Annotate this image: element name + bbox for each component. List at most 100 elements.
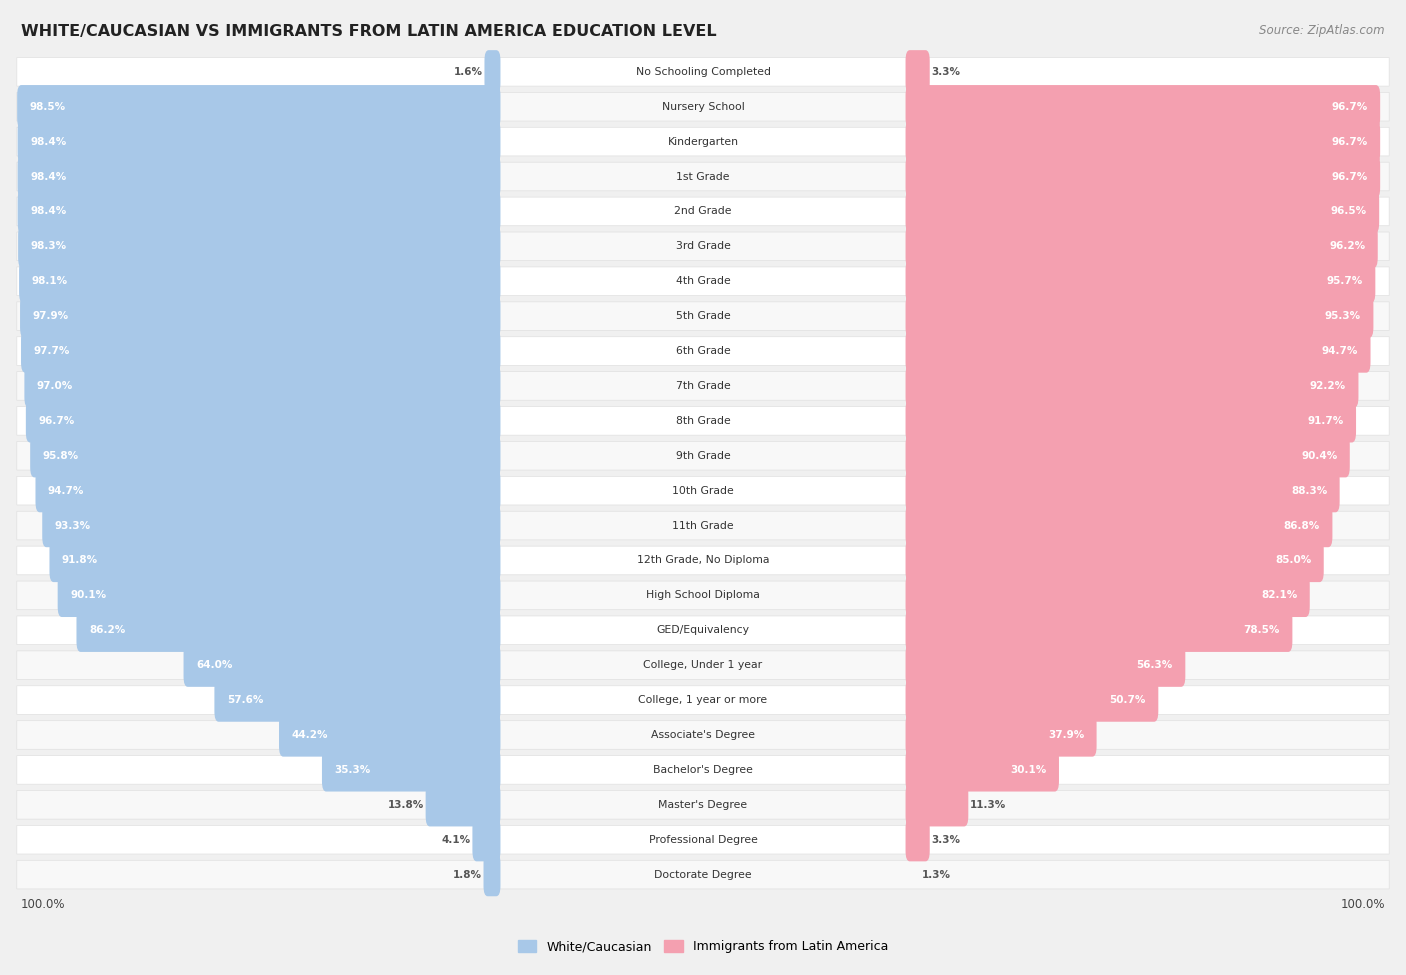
Text: 7th Grade: 7th Grade <box>676 381 730 391</box>
FancyBboxPatch shape <box>21 330 501 372</box>
FancyBboxPatch shape <box>17 58 1389 86</box>
FancyBboxPatch shape <box>58 573 501 617</box>
Text: 95.3%: 95.3% <box>1324 311 1361 321</box>
FancyBboxPatch shape <box>905 155 1381 198</box>
Text: 96.7%: 96.7% <box>1331 101 1368 112</box>
Text: 1.8%: 1.8% <box>453 870 482 879</box>
Text: 50.7%: 50.7% <box>1109 695 1146 705</box>
Text: 11.3%: 11.3% <box>970 800 1005 810</box>
FancyBboxPatch shape <box>17 302 1389 331</box>
FancyBboxPatch shape <box>905 608 1292 652</box>
Text: 98.4%: 98.4% <box>30 136 66 146</box>
Text: 85.0%: 85.0% <box>1275 556 1312 566</box>
FancyBboxPatch shape <box>18 120 501 163</box>
FancyBboxPatch shape <box>905 644 1185 686</box>
Text: 86.8%: 86.8% <box>1284 521 1320 530</box>
FancyBboxPatch shape <box>25 399 501 443</box>
Text: 56.3%: 56.3% <box>1136 660 1173 670</box>
FancyBboxPatch shape <box>17 477 1389 505</box>
Text: 95.7%: 95.7% <box>1327 276 1362 287</box>
FancyBboxPatch shape <box>17 162 1389 191</box>
Text: 96.7%: 96.7% <box>1331 136 1368 146</box>
Text: 96.7%: 96.7% <box>1331 172 1368 181</box>
FancyBboxPatch shape <box>17 721 1389 750</box>
Text: 11th Grade: 11th Grade <box>672 521 734 530</box>
Text: 1.3%: 1.3% <box>921 870 950 879</box>
FancyBboxPatch shape <box>49 539 501 582</box>
Text: 64.0%: 64.0% <box>195 660 232 670</box>
Text: 92.2%: 92.2% <box>1310 381 1346 391</box>
FancyBboxPatch shape <box>17 336 1389 366</box>
Text: 97.0%: 97.0% <box>37 381 73 391</box>
Legend: White/Caucasian, Immigrants from Latin America: White/Caucasian, Immigrants from Latin A… <box>513 935 893 958</box>
FancyBboxPatch shape <box>905 539 1323 582</box>
FancyBboxPatch shape <box>17 442 1389 470</box>
FancyBboxPatch shape <box>905 224 1378 268</box>
FancyBboxPatch shape <box>905 399 1355 443</box>
FancyBboxPatch shape <box>17 232 1389 260</box>
FancyBboxPatch shape <box>472 818 501 861</box>
Text: 37.9%: 37.9% <box>1047 730 1084 740</box>
Text: 98.1%: 98.1% <box>31 276 67 287</box>
FancyBboxPatch shape <box>905 294 1374 337</box>
Text: 94.7%: 94.7% <box>48 486 84 495</box>
FancyBboxPatch shape <box>484 853 501 896</box>
Text: 95.8%: 95.8% <box>42 450 79 461</box>
Text: Nursery School: Nursery School <box>662 101 744 112</box>
FancyBboxPatch shape <box>17 371 1389 401</box>
FancyBboxPatch shape <box>905 50 929 94</box>
Text: 8th Grade: 8th Grade <box>676 416 730 426</box>
Text: Bachelor's Degree: Bachelor's Degree <box>652 765 754 775</box>
FancyBboxPatch shape <box>76 608 501 652</box>
FancyBboxPatch shape <box>17 756 1389 784</box>
Text: Kindergarten: Kindergarten <box>668 136 738 146</box>
Text: GED/Equivalency: GED/Equivalency <box>657 625 749 636</box>
FancyBboxPatch shape <box>20 294 501 337</box>
Text: 91.7%: 91.7% <box>1308 416 1344 426</box>
Text: 86.2%: 86.2% <box>89 625 125 636</box>
FancyBboxPatch shape <box>214 679 501 722</box>
Text: 4th Grade: 4th Grade <box>676 276 730 287</box>
Text: 90.1%: 90.1% <box>70 591 107 601</box>
FancyBboxPatch shape <box>18 224 501 268</box>
FancyBboxPatch shape <box>20 259 501 303</box>
Text: 96.7%: 96.7% <box>38 416 75 426</box>
FancyBboxPatch shape <box>17 685 1389 715</box>
Text: Professional Degree: Professional Degree <box>648 835 758 844</box>
Text: High School Diploma: High School Diploma <box>647 591 759 601</box>
FancyBboxPatch shape <box>17 407 1389 435</box>
Text: 9th Grade: 9th Grade <box>676 450 730 461</box>
FancyBboxPatch shape <box>17 826 1389 854</box>
FancyBboxPatch shape <box>17 546 1389 575</box>
Text: 1.6%: 1.6% <box>454 67 484 77</box>
Text: 98.4%: 98.4% <box>30 207 66 216</box>
Text: 97.9%: 97.9% <box>32 311 69 321</box>
Text: 96.2%: 96.2% <box>1329 242 1365 252</box>
Text: 44.2%: 44.2% <box>291 730 328 740</box>
FancyBboxPatch shape <box>17 267 1389 295</box>
FancyBboxPatch shape <box>905 330 1371 372</box>
FancyBboxPatch shape <box>30 434 501 478</box>
Text: 96.5%: 96.5% <box>1330 207 1367 216</box>
Text: 57.6%: 57.6% <box>226 695 263 705</box>
Text: Source: ZipAtlas.com: Source: ZipAtlas.com <box>1260 24 1385 37</box>
FancyBboxPatch shape <box>18 190 501 233</box>
FancyBboxPatch shape <box>905 85 1381 129</box>
FancyBboxPatch shape <box>905 120 1381 163</box>
Text: 6th Grade: 6th Grade <box>676 346 730 356</box>
Text: College, Under 1 year: College, Under 1 year <box>644 660 762 670</box>
Text: 91.8%: 91.8% <box>62 556 98 566</box>
FancyBboxPatch shape <box>17 651 1389 680</box>
FancyBboxPatch shape <box>905 714 1097 757</box>
Text: 78.5%: 78.5% <box>1244 625 1279 636</box>
Text: 98.3%: 98.3% <box>31 242 66 252</box>
Text: 1st Grade: 1st Grade <box>676 172 730 181</box>
FancyBboxPatch shape <box>905 679 1159 722</box>
FancyBboxPatch shape <box>322 748 501 792</box>
Text: WHITE/CAUCASIAN VS IMMIGRANTS FROM LATIN AMERICA EDUCATION LEVEL: WHITE/CAUCASIAN VS IMMIGRANTS FROM LATIN… <box>21 24 717 39</box>
Text: 100.0%: 100.0% <box>1340 898 1385 911</box>
FancyBboxPatch shape <box>35 469 501 512</box>
FancyBboxPatch shape <box>17 860 1389 889</box>
FancyBboxPatch shape <box>278 714 501 757</box>
FancyBboxPatch shape <box>905 504 1333 547</box>
